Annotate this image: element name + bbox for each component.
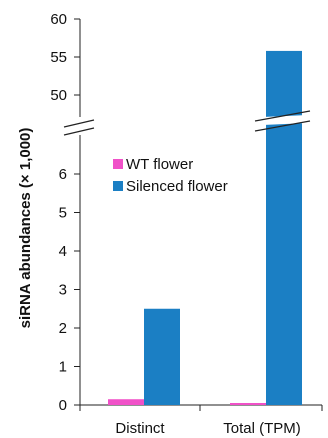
bar-silenced-0 (144, 308, 180, 405)
y-tick-label-60: 60 (50, 11, 67, 28)
bar-wt-1 (230, 403, 266, 405)
axis-break-mark-upper (63, 119, 95, 128)
bar-break-mark-upper (254, 110, 311, 122)
y-tick-label-1: 1 (59, 359, 67, 376)
legend-swatch-wt-flower (113, 159, 123, 169)
bar-wt-0 (108, 399, 144, 405)
y-tick-label-6: 6 (59, 166, 67, 183)
axis-break-gap (60, 114, 328, 134)
y-tick-label-55: 55 (50, 49, 67, 66)
bar-silenced-1 (266, 50, 302, 406)
y-tick-label-0: 0 (59, 397, 67, 414)
y-ticks: 0 1 2 3 4 5 6 50 55 60 (50, 11, 80, 414)
legend-label-silenced-flower: Silenced flower (126, 178, 228, 195)
legend: WT flower Silenced flower (113, 156, 228, 195)
x-categories: Distinct Total (TPM) (115, 420, 300, 437)
y-axis-label: siRNA abundances (× 1,000) (17, 128, 34, 329)
bars (60, 50, 328, 406)
legend-swatch-silenced-flower (113, 181, 123, 191)
y-tick-label-3: 3 (59, 282, 67, 299)
y-tick-label-5: 5 (59, 205, 67, 222)
category-label-0: Distinct (115, 420, 165, 437)
category-label-1: Total (TPM) (223, 420, 301, 437)
legend-label-wt-flower: WT flower (126, 156, 193, 173)
y-tick-label-2: 2 (59, 320, 67, 337)
bar-break-mark-lower (254, 120, 311, 132)
y-tick-label-4: 4 (59, 243, 67, 260)
y-tick-label-50: 50 (50, 87, 67, 104)
axis-break-mark-lower (63, 127, 95, 136)
